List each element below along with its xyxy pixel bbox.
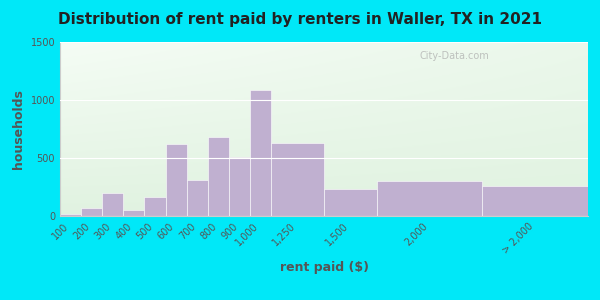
Bar: [145, 197, 166, 216]
Bar: [124, 210, 145, 216]
Bar: [324, 189, 377, 216]
Bar: [60, 214, 81, 216]
Bar: [229, 157, 250, 216]
Y-axis label: households: households: [12, 89, 25, 169]
Bar: [377, 181, 482, 216]
Bar: [166, 144, 187, 216]
Bar: [81, 208, 102, 216]
Bar: [187, 180, 208, 216]
Text: City-Data.com: City-Data.com: [419, 51, 489, 61]
Bar: [482, 186, 588, 216]
Bar: [271, 143, 324, 216]
Bar: [102, 193, 124, 216]
X-axis label: rent paid ($): rent paid ($): [280, 261, 368, 274]
Bar: [208, 137, 229, 216]
Bar: [250, 90, 271, 216]
Text: Distribution of rent paid by renters in Waller, TX in 2021: Distribution of rent paid by renters in …: [58, 12, 542, 27]
